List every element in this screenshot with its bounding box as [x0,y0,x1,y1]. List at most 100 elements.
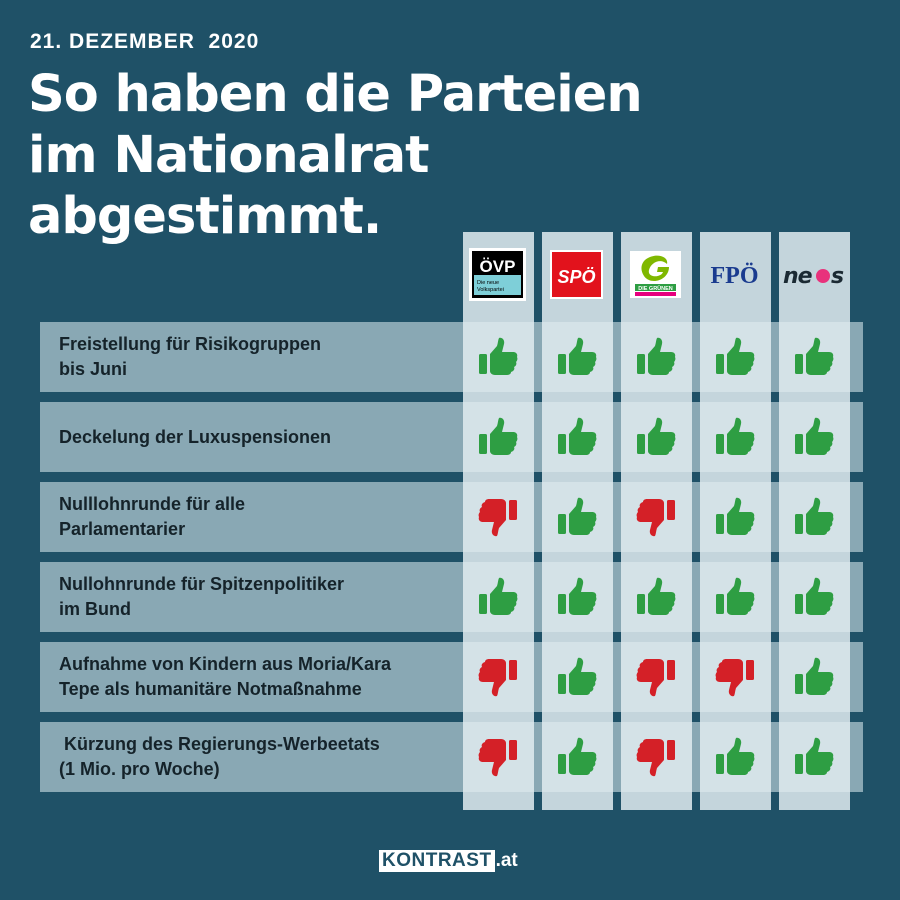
thumbs-up-icon [792,735,836,779]
thumbs-up-icon [555,335,599,379]
vote-cell-gruene [621,402,692,472]
vote-cell-spoe [542,642,613,712]
vote-cell-fpoe [700,722,771,792]
thumbs-up-icon [634,335,678,379]
vote-cell-spoe [542,722,613,792]
motion-label-line: bis Juni [59,359,128,379]
thumbs-down-icon [476,495,520,539]
vote-cell-spoe [542,322,613,392]
vote-cell-oevp [463,642,534,712]
vote-cell-gruene [621,642,692,712]
footer-logo: KONTRAST .at [379,850,518,872]
svg-text:Die neue: Die neue [477,280,499,286]
vote-cell-oevp [463,562,534,632]
vote-cell-fpoe [700,562,771,632]
title-line: abgestimmt. [28,187,382,246]
table-row: Aufnahme von Kindern aus Moria/Kara Tepe … [40,642,863,712]
motion-label-line: (1 Mio. pro Woche) [59,759,220,779]
logo-gruene: DIE GRÜNEN [627,248,684,301]
svg-text:Volkspartei: Volkspartei [477,287,504,293]
thumbs-down-icon [634,495,678,539]
thumbs-down-icon [713,655,757,699]
thumbs-down-icon [634,655,678,699]
vote-cell-fpoe [700,322,771,392]
svg-text:DIE GRÜNEN: DIE GRÜNEN [638,285,673,292]
table-row: Nulllohnrunde für alle Parlamentarier [40,482,863,552]
vote-cell-neos [779,402,850,472]
logo-fpoe: FPÖ [706,248,763,301]
motion-label-line: Freistellung für Risikogruppen [59,334,322,354]
thumbs-down-icon [634,735,678,779]
thumbs-up-icon [476,335,520,379]
motion-label: Freistellung für Risikogruppen bis Juni [59,322,459,392]
vote-cell-spoe [542,482,613,552]
motion-label-line: im Bund [59,599,131,619]
thumbs-up-icon [555,575,599,619]
logo-neos: ne s [781,248,849,301]
vote-cell-neos [779,322,850,392]
motion-label: Nullohnrunde für Spitzenpolitiker im Bund [59,562,459,632]
svg-text:ne: ne [783,264,813,289]
thumbs-up-icon [792,495,836,539]
thumbs-up-icon [634,415,678,459]
footer-brand: KONTRAST [379,850,495,872]
thumbs-up-icon [792,415,836,459]
footer-tld: .at [495,850,518,871]
thumbs-down-icon [476,655,520,699]
motion-label: Deckelung der Luxuspensionen [59,402,459,472]
table-row: Deckelung der Luxuspensionen [40,402,863,472]
vote-cell-gruene [621,482,692,552]
thumbs-up-icon [713,335,757,379]
vote-cell-oevp [463,402,534,472]
page-title: So haben die Parteien im Nationalrat abg… [28,64,648,247]
motion-label-line: Kürzung des Regierungs-Werbeetats [59,734,380,754]
table-row: Freistellung für Risikogruppen bis Juni [40,322,863,392]
table-row: Kürzung des Regierungs-Werbeetats (1 Mio.… [40,722,863,792]
date-label: 21. DEZEMBER 2020 [30,30,260,53]
thumbs-up-icon [713,735,757,779]
motion-label: Aufnahme von Kindern aus Moria/Kara Tepe … [59,642,459,712]
motion-label-line: Deckelung der Luxuspensionen [59,426,332,447]
motion-label-line: Nullohnrunde für Spitzenpolitiker [59,574,344,594]
thumbs-up-icon [555,495,599,539]
logo-oevp: ÖVP Die neue Volkspartei [469,248,526,301]
logo-spoe: SPÖ [548,248,605,301]
svg-text:SPÖ: SPÖ [557,267,595,287]
motion-label: Nulllohnrunde für alle Parlamentarier [59,482,459,552]
motion-label-line: Nulllohnrunde für alle [59,494,246,514]
vote-cell-gruene [621,562,692,632]
thumbs-up-icon [555,415,599,459]
thumbs-up-icon [555,655,599,699]
thumbs-up-icon [634,575,678,619]
svg-text:FPÖ: FPÖ [711,263,759,289]
thumbs-up-icon [713,575,757,619]
svg-text:s: s [831,264,844,289]
thumbs-up-icon [792,655,836,699]
thumbs-up-icon [792,335,836,379]
motion-label: Kürzung des Regierungs-Werbeetats (1 Mio.… [59,722,459,792]
vote-cell-neos [779,722,850,792]
vote-cell-spoe [542,402,613,472]
thumbs-up-icon [713,415,757,459]
thumbs-up-icon [555,735,599,779]
thumbs-up-icon [713,495,757,539]
vote-cell-oevp [463,722,534,792]
vote-cell-oevp [463,322,534,392]
motion-label-line: Parlamentarier [59,519,186,539]
thumbs-up-icon [476,415,520,459]
thumbs-down-icon [476,735,520,779]
title-line: So haben die Parteien [28,65,643,124]
motion-label-line: Aufnahme von Kindern aus Moria/Kara [59,654,392,674]
svg-text:ÖVP: ÖVP [480,257,516,276]
thumbs-up-icon [476,575,520,619]
thumbs-up-icon [792,575,836,619]
vote-cell-neos [779,562,850,632]
vote-cell-gruene [621,322,692,392]
motion-label-line: Tepe als humanitäre Notmaßnahme [59,679,362,699]
table-row: Nullohnrunde für Spitzenpolitiker im Bund [40,562,863,632]
vote-cell-neos [779,482,850,552]
vote-cell-gruene [621,722,692,792]
vote-cell-oevp [463,482,534,552]
vote-cell-fpoe [700,482,771,552]
vote-cell-neos [779,642,850,712]
